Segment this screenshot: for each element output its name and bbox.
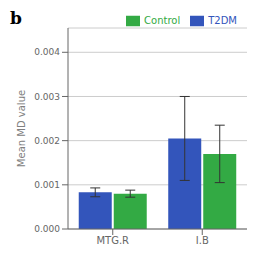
svg-text:0.000: 0.000 (34, 224, 60, 234)
html-text:Control: Control (144, 15, 181, 26)
svg-text:0.001: 0.001 (34, 180, 60, 190)
svg-text:Mean MD value: Mean MD value (16, 90, 27, 167)
svg-text:I.B: I.B (196, 235, 209, 246)
html-text:b: b (10, 8, 22, 28)
svg-text:0.003: 0.003 (34, 92, 60, 102)
svg-text:0.002: 0.002 (34, 136, 60, 146)
svg-text:0.004: 0.004 (34, 47, 60, 57)
svg-text:MTG.R: MTG.R (96, 235, 129, 246)
html-text:T2DM: T2DM (208, 15, 237, 26)
